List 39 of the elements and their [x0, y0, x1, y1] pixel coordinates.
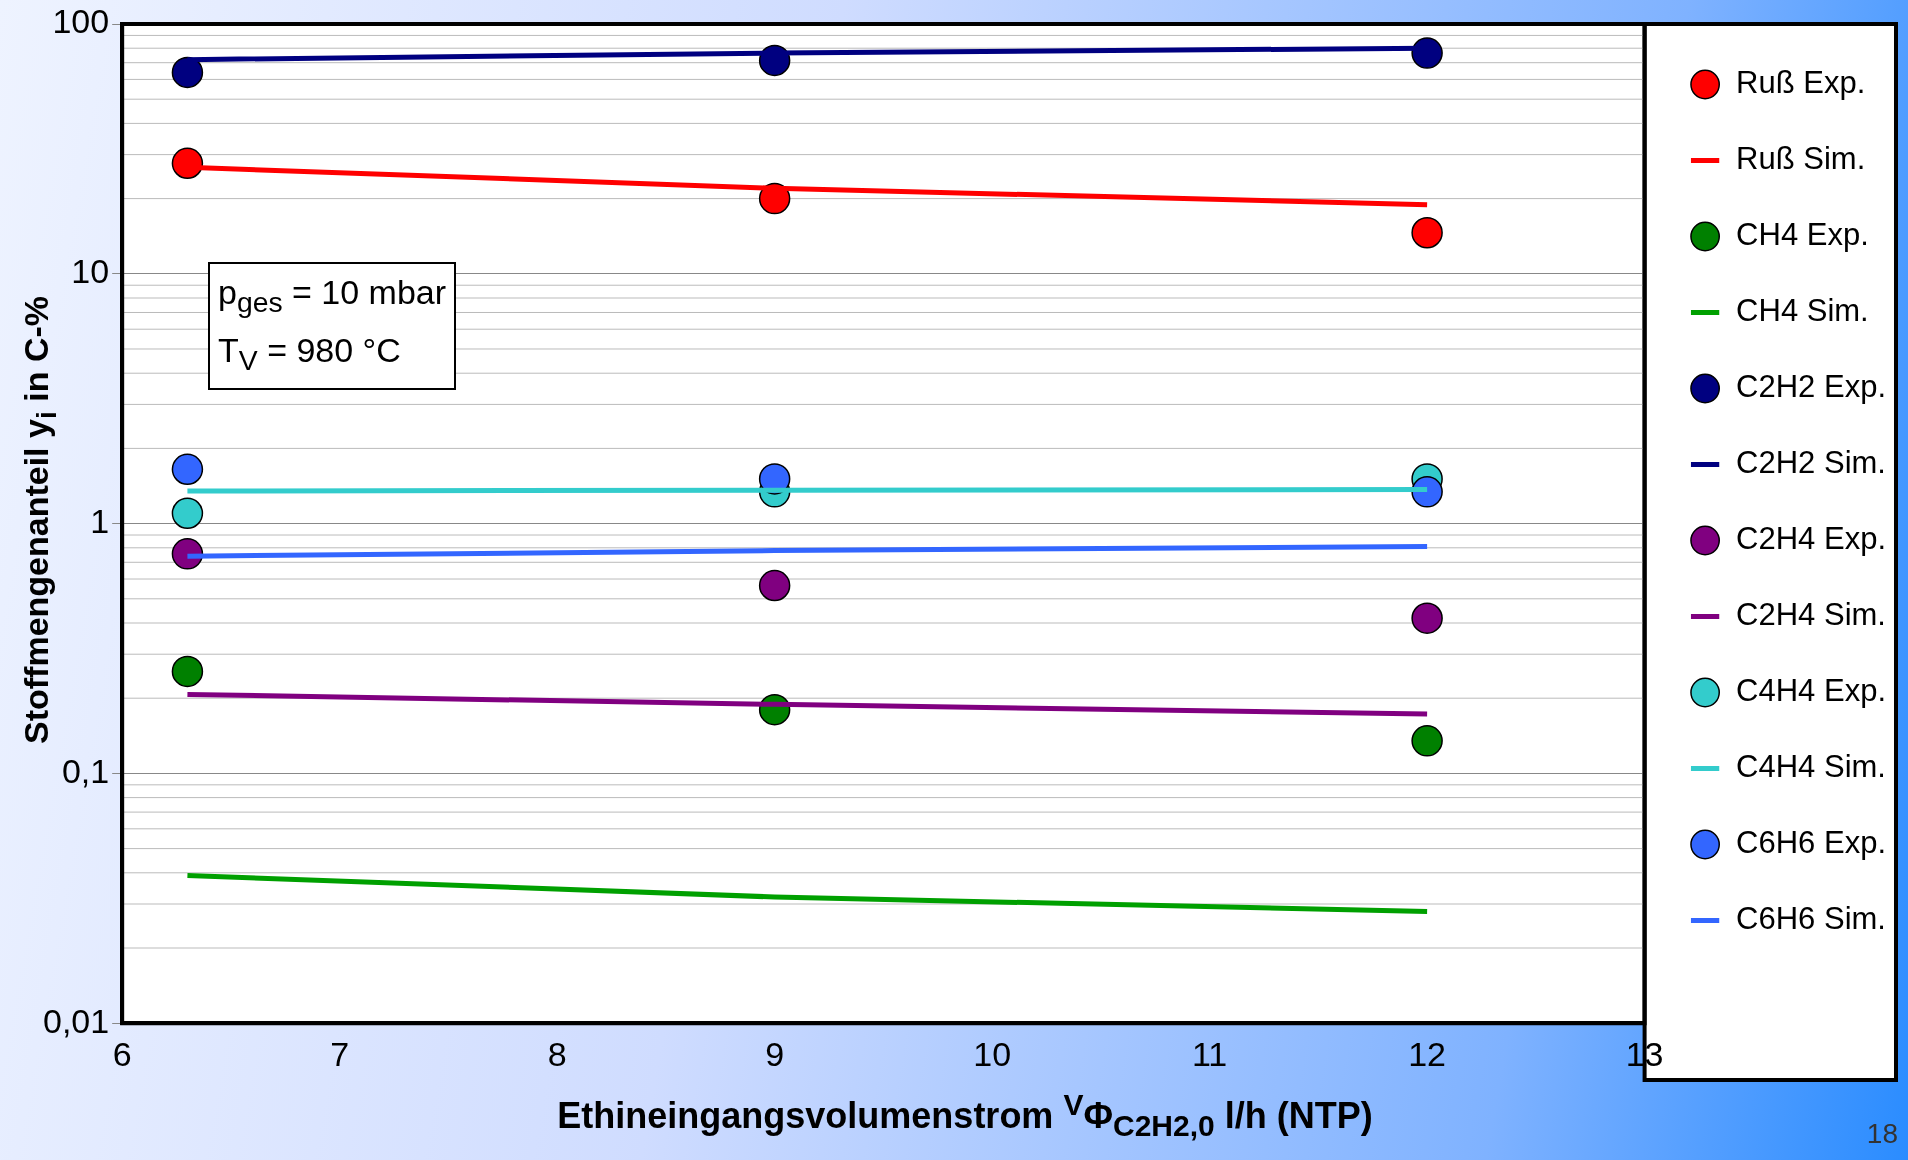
y-tick-label: 1 — [90, 501, 110, 540]
point — [171, 655, 204, 688]
x-tick-label: 10 — [973, 1034, 1012, 1073]
annotation: p$_{ges}$ = 10 mbar — [218, 272, 447, 320]
legend-label: C4H4 Exp. — [1736, 673, 1887, 709]
x-tick-label: 11 — [1191, 1034, 1228, 1073]
x-tick-label: 9 — [765, 1034, 785, 1073]
point — [758, 569, 791, 602]
legend-label: C2H2 Sim. — [1736, 445, 1886, 481]
text: 18 — [1866, 1118, 1898, 1150]
point — [171, 453, 204, 486]
y-tick-label: 0,1 — [61, 751, 110, 790]
point — [171, 147, 204, 180]
point — [171, 56, 204, 89]
point — [1411, 725, 1443, 757]
legend-label: C2H4 Exp. — [1736, 521, 1887, 557]
legend-label: Ruß Exp. — [1736, 65, 1866, 101]
legend-label: CH4 Sim. — [1736, 293, 1869, 329]
x-tick-label: 12 — [1408, 1034, 1447, 1073]
point — [1411, 37, 1443, 69]
legend-label: C2H4 Sim. — [1736, 597, 1886, 633]
y-tick-label: 100 — [52, 2, 110, 41]
point — [1411, 217, 1443, 249]
legend-label: Ruß Sim. — [1736, 141, 1866, 177]
legend-label: C6H6 Sim. — [1736, 901, 1886, 937]
x-tick-label: 7 — [330, 1034, 350, 1073]
x-tick-label: 6 — [112, 1034, 132, 1073]
legend-label: C6H6 Exp. — [1736, 825, 1887, 861]
point — [1411, 602, 1443, 634]
y-tick-label: 10 — [71, 252, 110, 291]
x-axis-title: Ethineingangsvolumenstrom $^{V}$Φ$_{C2H2,0}$ l/h (NTP) — [557, 1088, 1373, 1143]
y-tick-label: 0,01 — [42, 1001, 110, 1040]
legend-label: CH4 Exp. — [1736, 217, 1869, 253]
x-tick-label: 13 — [1625, 1034, 1664, 1073]
x-tick-label: 8 — [547, 1034, 567, 1073]
annotation: T$_{V}$ = 980 °C — [218, 329, 402, 378]
legend-label: C2H2 Exp. — [1736, 369, 1887, 405]
point — [171, 497, 204, 530]
legend-label: C4H4 Sim. — [1736, 749, 1886, 785]
